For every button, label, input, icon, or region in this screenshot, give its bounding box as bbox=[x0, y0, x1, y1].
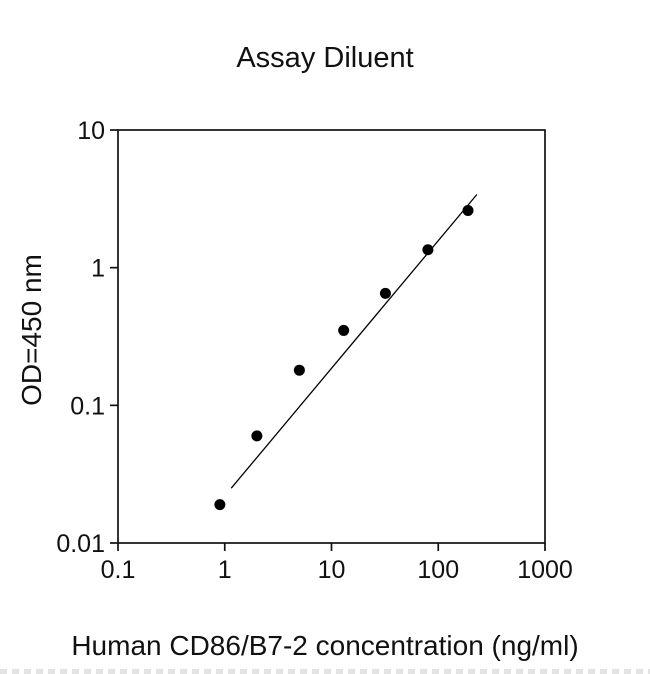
y-tick-label: 10 bbox=[77, 117, 105, 145]
fit-line bbox=[230, 194, 478, 489]
x-tick-label: 0.1 bbox=[101, 556, 136, 584]
x-tick-label: 1000 bbox=[517, 556, 573, 584]
x-tick-label: 1 bbox=[218, 556, 232, 584]
x-tick-label: 100 bbox=[417, 556, 459, 584]
x-axis-label: Human CD86/B7-2 concentration (ng/ml) bbox=[71, 630, 579, 661]
data-point bbox=[338, 324, 350, 336]
data-point bbox=[422, 244, 434, 256]
bottom-edge-artifact bbox=[0, 669, 650, 674]
data-point bbox=[462, 205, 474, 217]
chart-title: Assay Diluent bbox=[236, 42, 414, 74]
data-point bbox=[293, 364, 305, 376]
x-tick-label: 10 bbox=[318, 556, 346, 584]
data-point bbox=[251, 430, 263, 442]
data-point bbox=[214, 499, 226, 511]
plot-frame bbox=[117, 129, 546, 544]
y-tick-label: 1 bbox=[91, 255, 105, 283]
y-tick-label: 0.01 bbox=[56, 530, 105, 558]
data-point bbox=[379, 287, 391, 299]
y-tick-label: 0.1 bbox=[70, 392, 105, 420]
